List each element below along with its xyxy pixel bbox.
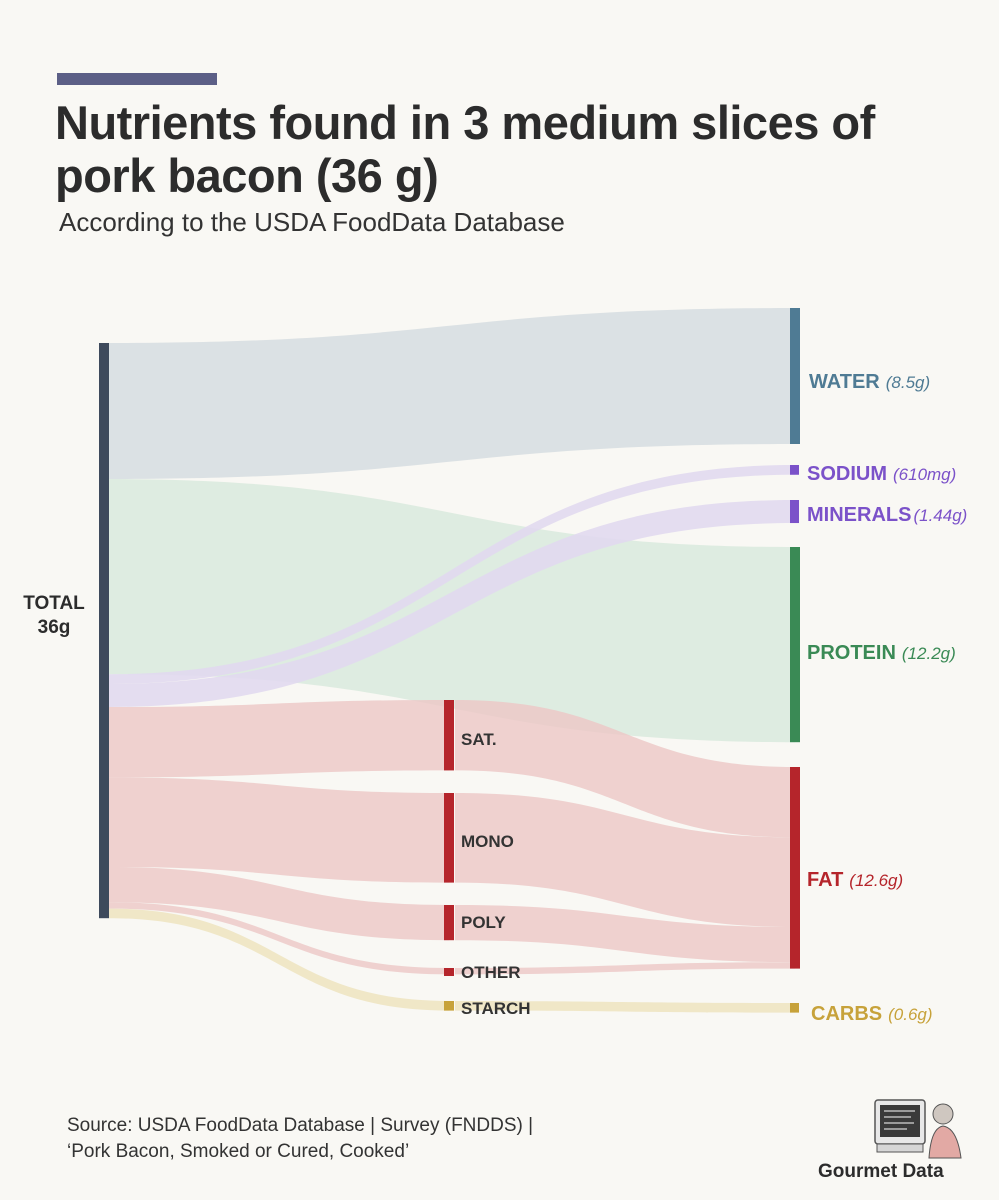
- link-total-other: [109, 902, 449, 975]
- label-sat: SAT.: [461, 730, 497, 749]
- node-total: [99, 343, 109, 919]
- node-sodium: [790, 465, 799, 475]
- node-poly: [444, 905, 454, 941]
- link-total-poly: [109, 867, 449, 941]
- label-water: WATER (8.5g): [809, 371, 930, 393]
- label-protein: PROTEIN (12.2g): [807, 642, 956, 664]
- link-other-fat: [455, 962, 795, 975]
- label-minerals: MINERALS (1.44g): [807, 504, 967, 526]
- link-poly-fat: [455, 905, 795, 963]
- label-carbs: CARBS (0.6g): [811, 1003, 933, 1025]
- link-mono-fat: [455, 793, 795, 927]
- node-sat: [444, 700, 454, 771]
- link-total-minerals: [109, 500, 795, 707]
- link-sat-fat: [455, 700, 795, 838]
- node-carbs: [790, 1003, 799, 1013]
- link-total-water: [109, 308, 795, 479]
- brand-name: Gourmet Data: [818, 1161, 944, 1182]
- node-mono: [444, 793, 454, 883]
- person-illustration-icon: [928, 1103, 962, 1159]
- total-label: TOTAL: [23, 593, 85, 614]
- computer-illustration-icon: [874, 1099, 926, 1153]
- link-starch-carbs: [455, 1001, 795, 1013]
- node-fat: [790, 767, 800, 969]
- label-other: OTHER: [461, 963, 521, 982]
- title-accent-bar: [57, 73, 217, 85]
- total-value-label: 36g: [38, 617, 71, 638]
- node-minerals: [790, 500, 799, 524]
- link-total-starch: [109, 908, 449, 1011]
- node-starch: [444, 1001, 454, 1011]
- source-line-2: ‘Pork Bacon, Smoked or Cured, Cooked’: [67, 1141, 410, 1162]
- label-starch: STARCH: [461, 999, 531, 1018]
- source-line-1: Source: USDA FoodData Database | Survey …: [67, 1115, 534, 1136]
- node-protein: [790, 547, 800, 743]
- link-total-mono: [109, 777, 449, 883]
- label-sodium: SODIUM (610mg): [807, 463, 956, 485]
- label-poly: POLY: [461, 913, 506, 932]
- source-note: Source: USDA FoodData Database | Survey …: [67, 1113, 533, 1165]
- label-fat: FAT (12.6g): [807, 869, 903, 891]
- node-water: [790, 308, 800, 444]
- label-mono: MONO: [461, 832, 514, 851]
- link-total-sodium: [109, 465, 795, 684]
- node-other: [444, 968, 454, 976]
- chart-subtitle: According to the USDA FoodData Database: [59, 207, 565, 237]
- chart-title: Nutrients found in 3 medium slices of po…: [55, 96, 875, 202]
- brand-logo-illustration: [815, 1096, 975, 1191]
- link-total-sat: [109, 700, 449, 778]
